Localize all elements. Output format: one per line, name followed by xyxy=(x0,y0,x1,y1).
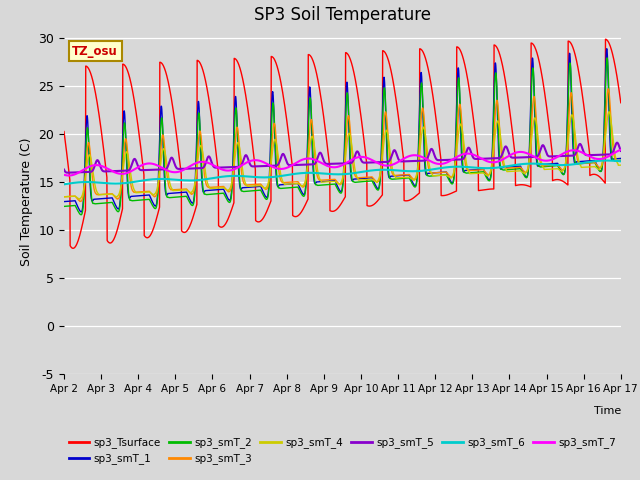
sp3_smT_4 xyxy=(499,152,506,158)
sp3_smT_6 xyxy=(88,180,96,185)
sp3_smT_4 xyxy=(605,109,613,115)
Line: sp3_smT_7: sp3_smT_7 xyxy=(64,150,621,176)
sp3_smT_4 xyxy=(316,177,324,183)
sp3_smT_3 xyxy=(499,160,506,166)
Line: sp3_smT_5: sp3_smT_5 xyxy=(64,143,621,173)
sp3_smT_7 xyxy=(89,163,97,168)
sp3_smT_4 xyxy=(76,196,84,202)
sp3_smT_6 xyxy=(499,164,506,170)
Line: sp3_smT_6: sp3_smT_6 xyxy=(64,160,621,184)
sp3_smT_7 xyxy=(617,147,625,153)
sp3_Tsurface xyxy=(602,36,609,42)
sp3_smT_7 xyxy=(316,159,324,165)
sp3_smT_6 xyxy=(331,171,339,177)
sp3_smT_5 xyxy=(60,167,68,172)
sp3_smT_6 xyxy=(602,157,610,163)
sp3_smT_6 xyxy=(600,157,608,163)
sp3_smT_4 xyxy=(89,168,97,173)
sp3_smT_3 xyxy=(604,86,612,92)
sp3_smT_2 xyxy=(60,204,68,209)
sp3_smT_7 xyxy=(601,155,609,161)
sp3_smT_7 xyxy=(601,155,609,161)
sp3_smT_5 xyxy=(617,148,625,154)
sp3_smT_1 xyxy=(331,178,339,183)
sp3_smT_2 xyxy=(601,115,609,120)
sp3_smT_4 xyxy=(601,140,609,146)
sp3_smT_1 xyxy=(601,104,609,109)
sp3_smT_2 xyxy=(89,200,97,206)
sp3_smT_5 xyxy=(601,152,609,157)
sp3_smT_2 xyxy=(331,181,339,187)
Text: TZ_osu: TZ_osu xyxy=(72,45,118,58)
sp3_smT_3 xyxy=(331,177,339,182)
sp3_smT_6 xyxy=(316,170,324,176)
sp3_smT_5 xyxy=(64,170,72,176)
sp3_smT_2 xyxy=(601,105,609,111)
sp3_smT_1 xyxy=(603,46,611,52)
sp3_smT_7 xyxy=(499,156,506,162)
sp3_smT_2 xyxy=(617,157,625,163)
sp3_smT_5 xyxy=(601,152,609,157)
sp3_smT_3 xyxy=(76,199,84,204)
Line: sp3_smT_2: sp3_smT_2 xyxy=(64,58,621,215)
sp3_Tsurface xyxy=(69,245,77,251)
sp3_smT_1 xyxy=(316,179,324,185)
sp3_smT_5 xyxy=(499,150,506,156)
Title: SP3 Soil Temperature: SP3 Soil Temperature xyxy=(254,6,431,24)
sp3_smT_6 xyxy=(60,181,68,187)
sp3_smT_2 xyxy=(499,167,506,173)
sp3_smT_3 xyxy=(316,177,324,183)
sp3_smT_5 xyxy=(613,140,621,145)
sp3_smT_2 xyxy=(604,55,611,61)
sp3_smT_4 xyxy=(617,162,625,168)
sp3_smT_7 xyxy=(331,164,339,170)
sp3_Tsurface xyxy=(601,180,609,186)
Legend: sp3_Tsurface, sp3_smT_1, sp3_smT_2, sp3_smT_3, sp3_smT_4, sp3_smT_5, sp3_smT_6, : sp3_Tsurface, sp3_smT_1, sp3_smT_2, sp3_… xyxy=(65,433,620,468)
sp3_smT_1 xyxy=(89,198,97,204)
sp3_smT_6 xyxy=(617,158,625,164)
sp3_smT_1 xyxy=(617,156,625,161)
sp3_smT_3 xyxy=(601,135,609,141)
sp3_Tsurface xyxy=(316,91,324,96)
sp3_smT_7 xyxy=(65,173,72,179)
sp3_smT_1 xyxy=(77,209,85,215)
sp3_Tsurface xyxy=(617,100,625,106)
sp3_smT_4 xyxy=(601,143,609,148)
sp3_smT_5 xyxy=(331,161,339,167)
Line: sp3_smT_4: sp3_smT_4 xyxy=(64,112,621,199)
sp3_smT_7 xyxy=(60,172,68,178)
sp3_smT_1 xyxy=(60,199,68,204)
sp3_smT_3 xyxy=(60,194,68,200)
sp3_smT_5 xyxy=(316,150,324,156)
sp3_Tsurface xyxy=(331,208,339,214)
sp3_smT_4 xyxy=(60,194,68,200)
sp3_Tsurface xyxy=(89,77,97,83)
sp3_smT_5 xyxy=(89,168,97,173)
Line: sp3_smT_1: sp3_smT_1 xyxy=(64,49,621,212)
Y-axis label: Soil Temperature (C): Soil Temperature (C) xyxy=(20,137,33,266)
sp3_smT_3 xyxy=(601,131,609,136)
sp3_smT_6 xyxy=(601,157,609,163)
sp3_smT_4 xyxy=(331,179,339,184)
sp3_smT_2 xyxy=(316,182,324,188)
sp3_Tsurface xyxy=(60,129,68,134)
sp3_smT_3 xyxy=(617,158,625,164)
sp3_Tsurface xyxy=(601,180,609,185)
sp3_smT_3 xyxy=(89,178,97,183)
Line: sp3_smT_3: sp3_smT_3 xyxy=(64,89,621,202)
sp3_Tsurface xyxy=(499,63,506,69)
sp3_smT_1 xyxy=(499,165,506,170)
sp3_smT_2 xyxy=(77,212,85,217)
Text: Time: Time xyxy=(593,406,621,416)
sp3_smT_1 xyxy=(601,92,609,98)
Line: sp3_Tsurface: sp3_Tsurface xyxy=(64,39,621,248)
